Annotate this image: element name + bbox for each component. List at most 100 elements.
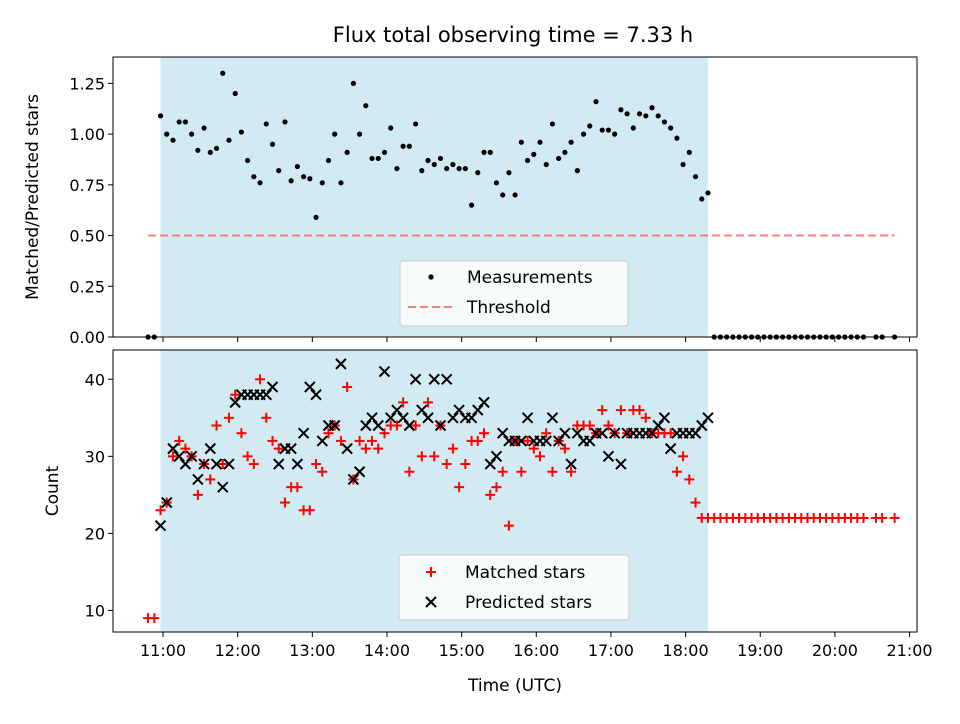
predicted-star-point — [702, 412, 714, 424]
measurement-point — [599, 127, 605, 133]
predicted-star-point — [335, 358, 347, 370]
x-tick-label: 12:00 — [215, 641, 261, 660]
predicted-star-point — [223, 458, 235, 470]
matched-star-point — [367, 435, 378, 446]
matched-star-point — [491, 482, 502, 493]
predicted-star-point — [179, 458, 192, 470]
matched-star-point — [416, 451, 427, 462]
predicted-star-point — [409, 373, 422, 385]
measurement-point — [157, 113, 164, 119]
matched-star-point — [665, 428, 676, 439]
measurement-point — [394, 165, 400, 172]
matched-star-point — [541, 428, 552, 439]
measurement-point — [549, 121, 556, 127]
matched-star-point — [690, 497, 701, 508]
predicted-star-point — [366, 412, 378, 424]
measurement-point — [500, 192, 506, 198]
matched-star-point — [497, 466, 508, 477]
predicted-star-point — [291, 458, 304, 470]
measurement-point — [226, 137, 232, 143]
predicted-star-point — [552, 435, 565, 447]
predicted-star-point — [658, 412, 671, 424]
matched-star-point — [528, 443, 539, 454]
measurement-point — [493, 180, 500, 186]
predicted-star-point — [478, 396, 490, 409]
measurement-point — [350, 80, 356, 86]
matched-star-point — [671, 466, 682, 477]
matched-star-point — [559, 443, 570, 454]
measurement-point — [189, 131, 195, 137]
top-axes-frame — [112, 56, 918, 338]
matched-star-point — [634, 405, 645, 416]
measurement-point — [556, 155, 562, 162]
x-tick-label: 17:00 — [588, 641, 634, 660]
measurement-point — [257, 180, 263, 186]
matched-star-point — [547, 466, 558, 477]
predicted-star-point — [341, 442, 353, 455]
predicted-star-point — [229, 396, 241, 409]
measurement-point — [182, 119, 189, 125]
x-tick-label: 18:00 — [663, 641, 709, 660]
measurement-point — [307, 176, 313, 182]
measurement-point — [680, 161, 686, 168]
measurement-point — [412, 121, 419, 127]
measurement-point — [481, 149, 487, 155]
legend-marker-predicted — [425, 596, 437, 608]
measurement-point — [164, 131, 170, 137]
predicted-star-point — [696, 419, 708, 432]
matched-star-point — [640, 412, 651, 423]
measurement-point — [356, 131, 363, 137]
predicted-star-point — [646, 427, 658, 439]
measurement-point — [344, 149, 350, 155]
matched-star-point — [429, 451, 440, 462]
x-tick-label: 16:00 — [513, 641, 559, 660]
measurement-point — [444, 165, 450, 172]
predicted-star-point — [428, 373, 440, 385]
measurement-point — [170, 137, 176, 143]
matched-star-point — [174, 435, 185, 446]
predicted-star-point — [316, 435, 328, 447]
x-tick-label: 11:00 — [140, 641, 186, 660]
predicted-star-point — [453, 404, 465, 416]
measurement-point — [313, 214, 319, 220]
predicted-star-point — [652, 419, 664, 432]
measurement-point — [562, 149, 568, 155]
predicted-star-point — [484, 458, 496, 470]
measurement-point — [612, 131, 618, 137]
measurement-point — [487, 149, 493, 155]
measurement-point — [593, 99, 599, 105]
matched-star-point — [267, 435, 278, 446]
matched-star-point — [317, 466, 328, 477]
measurement-point — [568, 139, 574, 145]
predicted-star-point — [596, 427, 608, 439]
matched-star-point — [230, 389, 241, 400]
measurement-point — [288, 178, 294, 184]
measurement-point — [456, 165, 462, 172]
predicted-star-point — [440, 373, 453, 385]
predicted-star-point — [260, 388, 272, 401]
predicted-star-point — [167, 442, 179, 455]
predicted-star-point — [217, 481, 229, 493]
legend-marker-matched — [426, 567, 436, 577]
matched-star-point — [503, 520, 514, 531]
predicted-star-point — [490, 450, 503, 463]
measurement-point — [524, 157, 531, 164]
measurement-point — [506, 170, 512, 176]
matched-star-point — [304, 505, 315, 516]
measurement-point — [213, 145, 220, 151]
top-legend: Measurements Threshold — [399, 260, 629, 327]
top-x-ticks — [162, 337, 911, 342]
y-tick-label: 0.25 — [69, 277, 105, 296]
bottom-y-axis-label: Count — [43, 465, 63, 516]
predicted-star-point — [161, 496, 173, 509]
matched-star-point — [472, 435, 483, 446]
bottom-x-ticks: 11:00 12:00 13:00 14:00 15:00 16:00 17:00 18:00… — [140, 632, 933, 660]
measurement-point — [176, 119, 182, 125]
predicted-star-point — [285, 442, 297, 455]
matched-star-point — [566, 466, 577, 477]
matched-star-point — [242, 451, 253, 462]
top-panel: 0.00 0.25 0.50 0.75 1.00 1.25 Matched/Predict… — [23, 56, 918, 347]
y-tick-label: 40 — [85, 370, 105, 389]
matched-star-point — [454, 482, 465, 493]
predicted-star-point — [273, 458, 285, 470]
